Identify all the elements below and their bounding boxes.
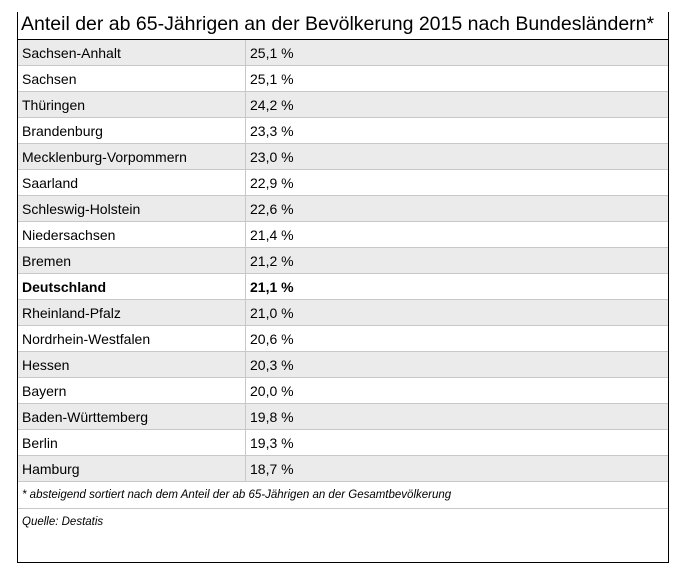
share-value-cell: 18,7 % <box>250 460 294 477</box>
table-row: Nordrhein-Westfalen 20,6 % <box>18 326 668 352</box>
region-name-cell: Baden-Württemberg <box>18 404 246 429</box>
region-name-cell: Schleswig-Holstein <box>18 196 246 221</box>
share-value-cell: 20,3 % <box>250 356 294 373</box>
region-name-cell: Bremen <box>18 248 246 273</box>
source-note: Quelle: Destatis <box>22 516 104 528</box>
share-value-cell: 22,6 % <box>250 200 294 217</box>
share-value-cell: 24,2 % <box>250 96 294 113</box>
region-name-cell: Nordrhein-Westfalen <box>18 326 246 351</box>
share-value-cell: 19,3 % <box>250 434 294 451</box>
share-value-cell: 25,1 % <box>250 44 294 61</box>
region-name-cell: Bayern <box>18 378 246 403</box>
table-row: Saarland 22,9 % <box>18 170 668 196</box>
region-name-cell: Niedersachsen <box>18 222 246 247</box>
table-row: Rheinland-Pfalz 21,0 % <box>18 300 668 326</box>
region-name-cell: Thüringen <box>18 92 246 117</box>
table-row: Hamburg 18,7 % <box>18 456 668 482</box>
table-row: Deutschland 21,1 % <box>18 274 668 300</box>
table-title: Anteil der ab 65-Jährigen an der Bevölke… <box>18 12 668 40</box>
region-name-cell: Sachsen-Anhalt <box>18 40 246 65</box>
region-name-cell: Mecklenburg-Vorpommern <box>18 144 246 169</box>
region-name-cell: Brandenburg <box>18 118 246 143</box>
share-value-cell: 20,0 % <box>250 382 294 399</box>
share-value-cell: 20,6 % <box>250 330 294 347</box>
table-row: Schleswig-Holstein 22,6 % <box>18 196 668 222</box>
table-row: Mecklenburg-Vorpommern 23,0 % <box>18 144 668 170</box>
data-table: Sachsen-Anhalt 25,1 % Sachsen 25,1 % Thüring… <box>18 40 668 535</box>
region-name-cell: Deutschland <box>18 274 246 299</box>
table-row: Bremen 21,2 % <box>18 248 668 274</box>
table-row: Thüringen 24,2 % <box>18 92 668 118</box>
share-value-cell: 19,8 % <box>250 408 294 425</box>
share-value-cell: 23,3 % <box>250 122 294 139</box>
table-row: Hessen 20,3 % <box>18 352 668 378</box>
share-value-cell: 21,4 % <box>250 226 294 243</box>
share-value-cell: 22,9 % <box>250 174 294 191</box>
table-row: Sachsen-Anhalt 25,1 % <box>18 40 668 66</box>
region-name-cell: Rheinland-Pfalz <box>18 300 246 325</box>
region-name-cell: Berlin <box>18 430 246 455</box>
share-value-cell: 21,2 % <box>250 252 294 269</box>
table-row: Bayern 20,0 % <box>18 378 668 404</box>
table-row: Brandenburg 23,3 % <box>18 118 668 144</box>
share-value-cell: 25,1 % <box>250 70 294 87</box>
footnote: * absteigend sortiert nach dem Anteil de… <box>18 482 668 509</box>
table-row: Sachsen 25,1 % <box>18 66 668 92</box>
region-name-cell: Saarland <box>18 170 246 195</box>
table-row: Berlin 19,3 % <box>18 430 668 456</box>
share-value-cell: 21,0 % <box>250 304 294 321</box>
region-name-cell: Hessen <box>18 352 246 377</box>
region-name-cell: Hamburg <box>18 456 246 481</box>
share-value-cell: 23,0 % <box>250 148 294 165</box>
table-frame: Anteil der ab 65-Jährigen an der Bevölke… <box>17 12 669 563</box>
region-name-cell: Sachsen <box>18 66 246 91</box>
table-row: Niedersachsen 21,4 % <box>18 222 668 248</box>
share-value-cell: 21,1 % <box>250 278 294 295</box>
table-row: Baden-Württemberg 19,8 % <box>18 404 668 430</box>
